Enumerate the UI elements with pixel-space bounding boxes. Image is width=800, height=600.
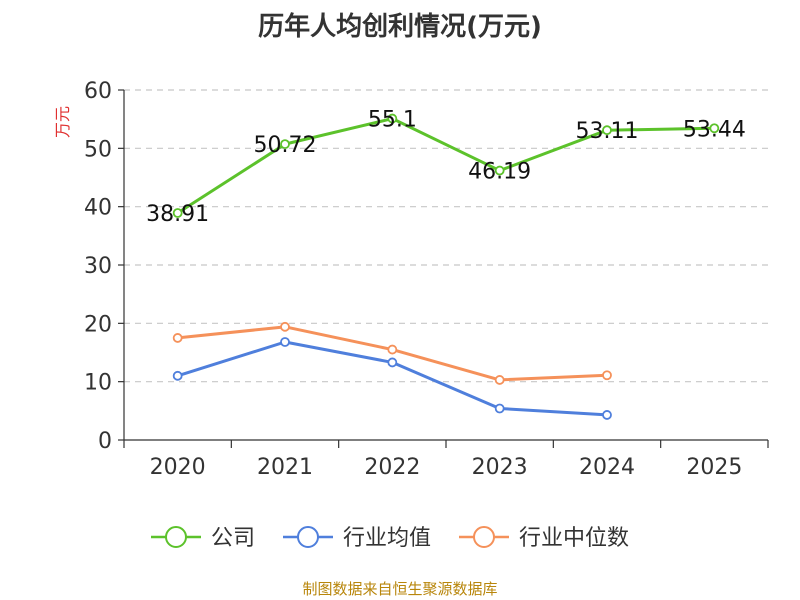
legend-item-company[interactable]: 公司	[151, 526, 255, 551]
y-tick-label: 0	[98, 429, 112, 454]
source-note: 制图数据来自恒生聚源数据库	[302, 580, 498, 598]
data-point-company	[602, 125, 612, 136]
data-point-company	[709, 123, 720, 134]
series-line-company	[176, 117, 715, 215]
axes: 0 10 20 30 40 50 60 2020 2021 2022 2023 2024 2025	[84, 79, 769, 480]
data-point-industry_avg	[602, 410, 612, 420]
legend-label: 公司	[211, 526, 255, 551]
chart-title: 历年人均创利情况(万元)	[258, 12, 542, 42]
y-axis-label: 万元	[53, 106, 72, 138]
data-point-industry_median	[172, 333, 183, 343]
y-tick-label: 50	[84, 137, 112, 162]
data-label-company: 38.91	[146, 202, 209, 227]
legend-marker-icon	[165, 526, 187, 548]
y-tick-label: 30	[84, 254, 112, 279]
x-tick-label: 2025	[686, 455, 742, 480]
data-point-industry_median	[387, 344, 398, 355]
legend-item-industry_avg[interactable]: 行业均值	[283, 526, 431, 551]
y-tick-label: 10	[84, 371, 112, 396]
data-point-industry_avg	[280, 337, 290, 347]
data-point-company	[280, 139, 290, 150]
data-point-industry_avg	[387, 357, 398, 368]
data-point-industry_median	[602, 370, 612, 381]
gridlines	[124, 89, 768, 383]
data-point-company	[172, 208, 183, 218]
legend-label: 行业中位数	[519, 526, 629, 551]
data-point-company	[494, 165, 505, 176]
data-point-industry_median	[280, 321, 290, 332]
y-tick-label: 20	[84, 312, 112, 337]
y-tick-label: 60	[84, 79, 112, 104]
series-layer	[172, 113, 720, 420]
y-tick-label: 40	[84, 196, 112, 221]
x-tick-label: 2023	[472, 455, 528, 480]
data-label-company: 55.1	[368, 108, 417, 133]
legend-marker-icon	[473, 526, 495, 548]
x-tick-label: 2024	[579, 455, 635, 480]
legend-label: 行业均值	[343, 526, 431, 551]
data-point-company	[387, 113, 398, 124]
x-tick-label: 2022	[364, 455, 420, 480]
legend[interactable]: 公司 行业均值 行业中位数	[151, 526, 629, 551]
data-label-company: 53.11	[576, 119, 639, 144]
legend-marker-icon	[297, 526, 319, 548]
data-label-company: 50.72	[254, 133, 317, 158]
data-label-company: 53.44	[683, 117, 746, 142]
data-point-industry_median	[494, 375, 505, 385]
data-label-company: 46.19	[468, 160, 531, 185]
legend-item-industry_median[interactable]: 行业中位数	[459, 526, 629, 551]
x-tick-label: 2020	[150, 455, 206, 480]
data-point-industry_avg	[172, 370, 183, 381]
data-labels: 38.91 50.72 55.1 46.19 53.11 53.44	[146, 108, 746, 227]
x-tick-label: 2021	[257, 455, 313, 480]
data-point-industry_avg	[494, 403, 505, 414]
